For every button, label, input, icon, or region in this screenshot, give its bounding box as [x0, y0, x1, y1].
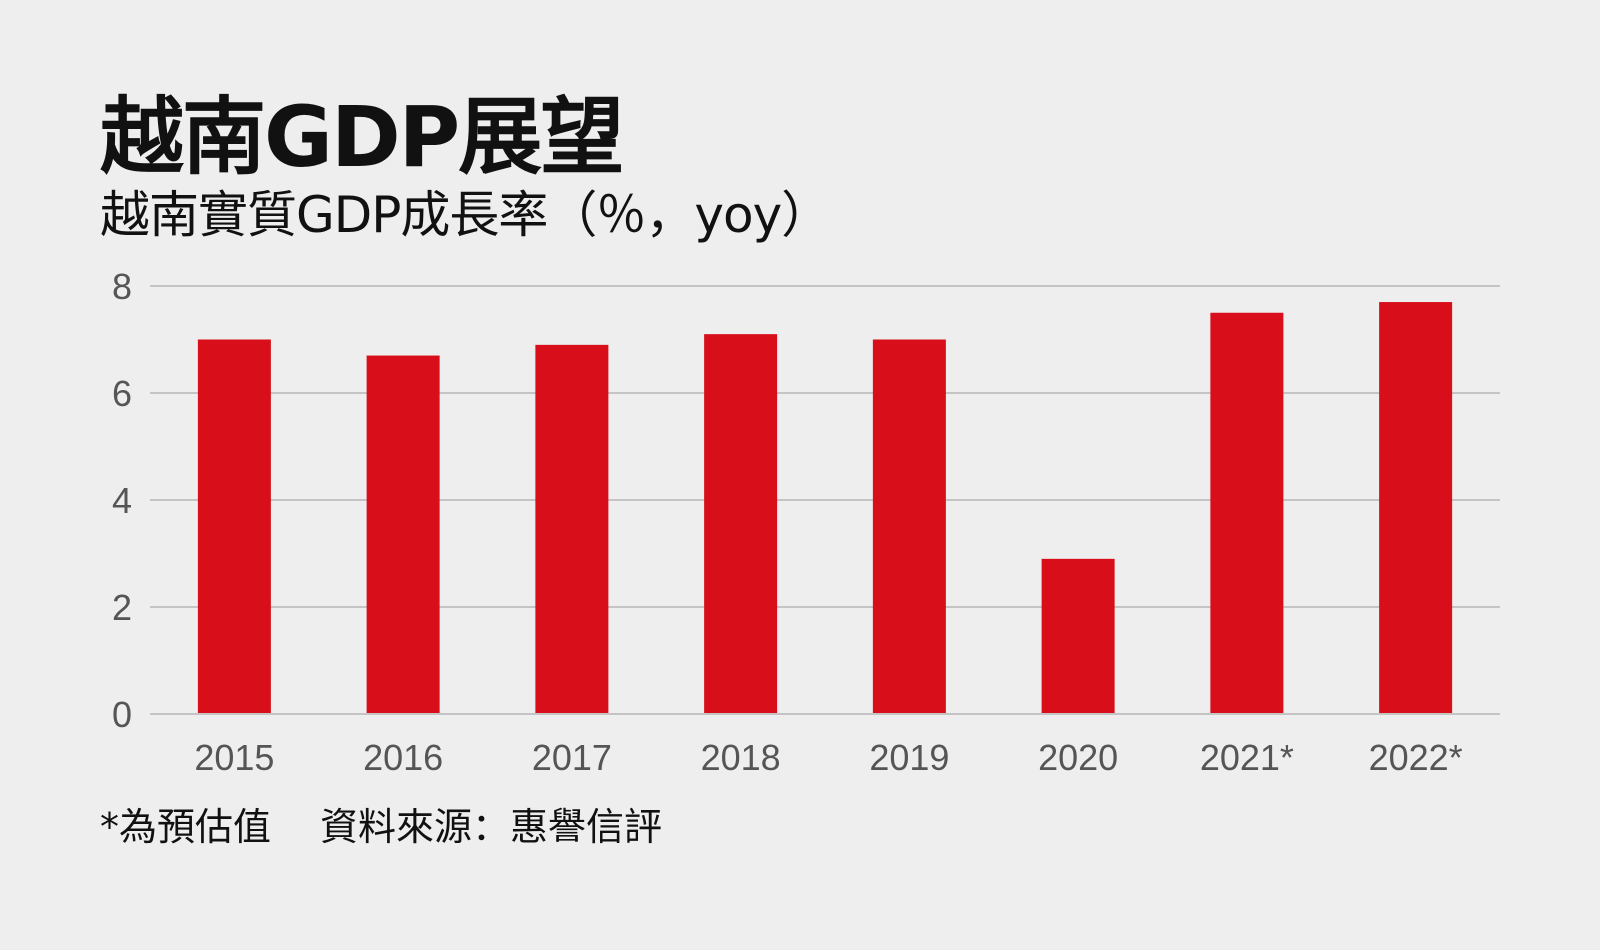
bar-2018	[704, 334, 778, 713]
chart-subtitle: 越南實質GDP成長率（％，yoy）	[100, 186, 831, 244]
source-note: 資料來源：惠譽信評	[320, 805, 663, 849]
bar-2017	[535, 344, 609, 713]
x-tick-label: 2020	[1038, 737, 1118, 778]
x-tick-label: 2022*	[1369, 737, 1463, 778]
bar-2021	[1210, 312, 1284, 713]
x-tick-label: 2021*	[1200, 737, 1294, 778]
y-tick-label: 4	[112, 480, 132, 521]
bar-2022	[1379, 302, 1453, 713]
bar-2015	[197, 339, 271, 713]
y-tick-label: 2	[112, 587, 132, 628]
bar-2016	[366, 355, 440, 713]
bar-2020	[1041, 558, 1115, 713]
chart-title: 越南GDP展望	[100, 88, 624, 186]
x-tick-label: 2019	[869, 737, 949, 778]
y-tick-label: 6	[112, 373, 132, 414]
x-tick-label: 2018	[701, 737, 781, 778]
x-tick-label: 2016	[363, 737, 443, 778]
y-tick-label: 0	[112, 694, 132, 735]
footnote: *為預估值	[100, 805, 272, 849]
y-tick-label: 8	[112, 266, 132, 307]
x-tick-label: 2017	[532, 737, 612, 778]
x-tick-label: 2015	[194, 737, 274, 778]
bar-2019	[872, 339, 946, 713]
